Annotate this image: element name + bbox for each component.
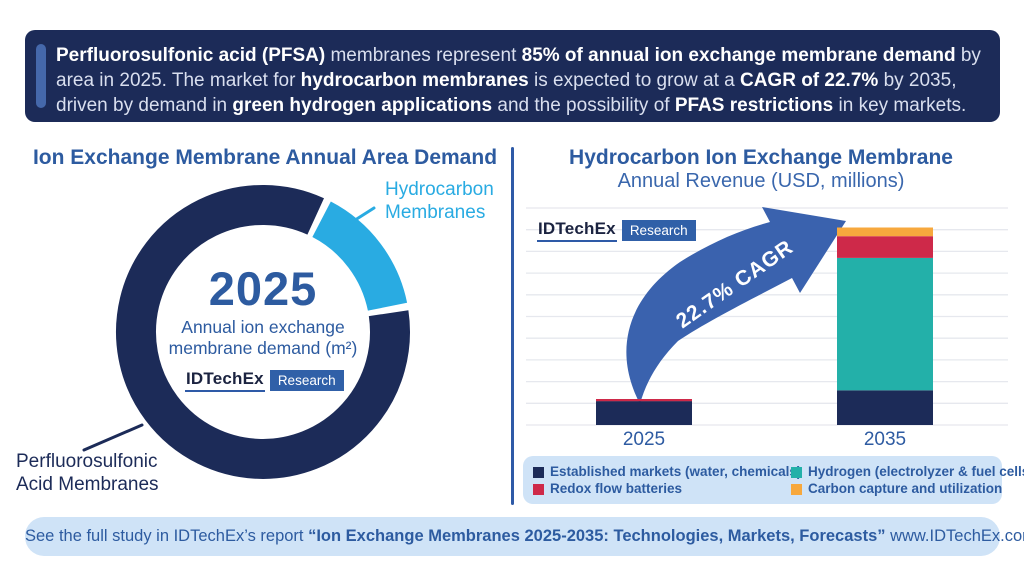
legend-item-redox: Redox flow batteries bbox=[533, 481, 791, 496]
idtechex-logo-name: IDTechEx bbox=[537, 219, 617, 242]
legend-swatch-established bbox=[533, 466, 544, 478]
bar-segment bbox=[596, 401, 692, 425]
summary-banner: Perfluorosulfonic acid (PFSA) membranes … bbox=[25, 30, 1000, 122]
legend-item-carbon: Carbon capture and utilization bbox=[791, 481, 1024, 496]
donut-year: 2025 bbox=[208, 262, 318, 315]
banner-text: Perfluorosulfonic acid (PFSA) membranes … bbox=[56, 43, 991, 118]
pfsa-slice-label: Perfluorosulfonic Acid Membranes bbox=[16, 451, 159, 495]
donut-chart-title: Ion Exchange Membrane Annual Area Demand bbox=[32, 146, 498, 169]
donut-caption: Annual ion exchange membrane demand (m²) bbox=[168, 317, 358, 358]
footer-banner: See the full study in IDTechEx’s report … bbox=[25, 517, 1024, 556]
legend-item-established: Established markets (water, chemicals) bbox=[533, 464, 801, 479]
donut-slice bbox=[116, 184, 410, 479]
idtechex-logo: IDTechEx Research bbox=[537, 219, 696, 242]
x-axis-label-2035: 2035 bbox=[863, 429, 907, 450]
bar-segment bbox=[837, 257, 933, 391]
bar-chart: 22.7% CAGR bbox=[526, 207, 1008, 426]
bar-chart-title: Hydrocarbon Ion Exchange Membrane bbox=[569, 146, 953, 169]
legend-swatch-hydrogen bbox=[791, 466, 802, 478]
bar-chart-subtitle: Annual Revenue (USD, millions) bbox=[617, 170, 905, 192]
idtechex-logo: IDTechEx Research bbox=[185, 369, 344, 392]
bar-segment bbox=[837, 390, 933, 425]
donut-chart bbox=[82, 184, 410, 479]
bar-chart-legend: Established markets (water, chemicals) H… bbox=[523, 456, 1024, 504]
x-axis-label-2025: 2025 bbox=[622, 429, 666, 450]
donut-slice bbox=[311, 201, 408, 312]
idtechex-logo-research: Research bbox=[621, 220, 696, 241]
hydrocarbon-slice-label: Hydrocarbon Membranes bbox=[385, 179, 494, 223]
banner-line-3: driven by demand in green hydrogen appli… bbox=[56, 95, 967, 116]
banner-line-2: area in 2025. The market for hydrocarbon… bbox=[56, 70, 957, 91]
idtechex-logo-research: Research bbox=[269, 370, 344, 391]
bar-segment bbox=[596, 399, 692, 402]
legend-swatch-carbon bbox=[791, 483, 802, 495]
legend-item-hydrogen: Hydrogen (electrolyzer & fuel cells) bbox=[791, 464, 1024, 479]
panel-divider bbox=[511, 147, 514, 505]
donut-center-text: 2025 Annual ion exchange membrane demand… bbox=[123, 264, 403, 359]
donut-slices bbox=[116, 184, 410, 479]
cagr-arrow bbox=[626, 207, 846, 404]
hydrocarbon-callout-line bbox=[350, 206, 376, 224]
pfsa-callout-line bbox=[82, 423, 144, 452]
bar-segment bbox=[837, 227, 933, 237]
idtechex-logo-name: IDTechEx bbox=[185, 369, 265, 392]
banner-accent-bar bbox=[36, 44, 46, 108]
stacked-bars bbox=[596, 227, 933, 425]
legend-swatch-redox bbox=[533, 483, 544, 495]
bar-segment bbox=[837, 236, 933, 258]
banner-line-1: Perfluorosulfonic acid (PFSA) membranes … bbox=[56, 45, 981, 66]
